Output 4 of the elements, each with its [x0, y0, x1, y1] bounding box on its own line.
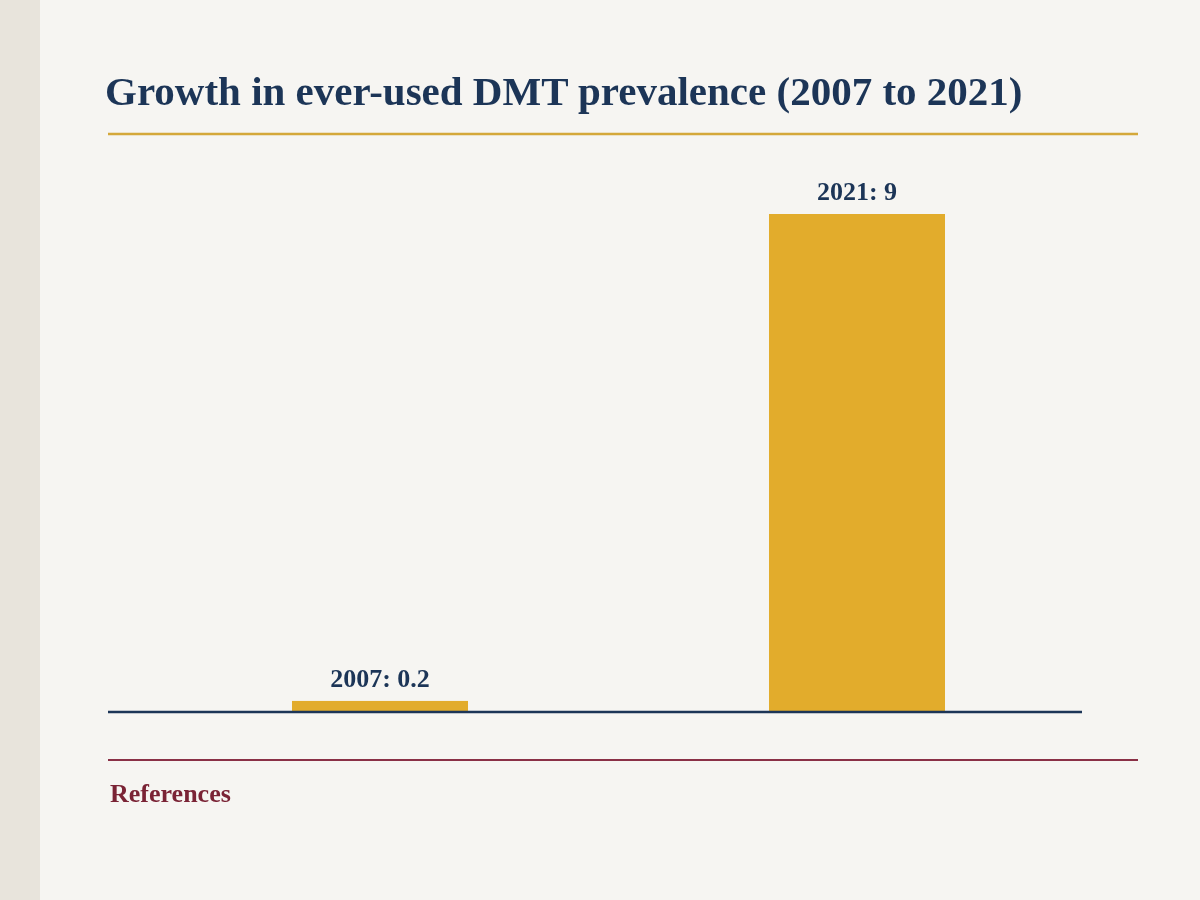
chart-title: Growth in ever-used DMT prevalence (2007 to 2021): [105, 68, 1023, 114]
text: References: [110, 779, 231, 808]
data-label: 2021: 9: [816, 177, 898, 206]
data-label: 2007: 0.2: [330, 663, 430, 693]
